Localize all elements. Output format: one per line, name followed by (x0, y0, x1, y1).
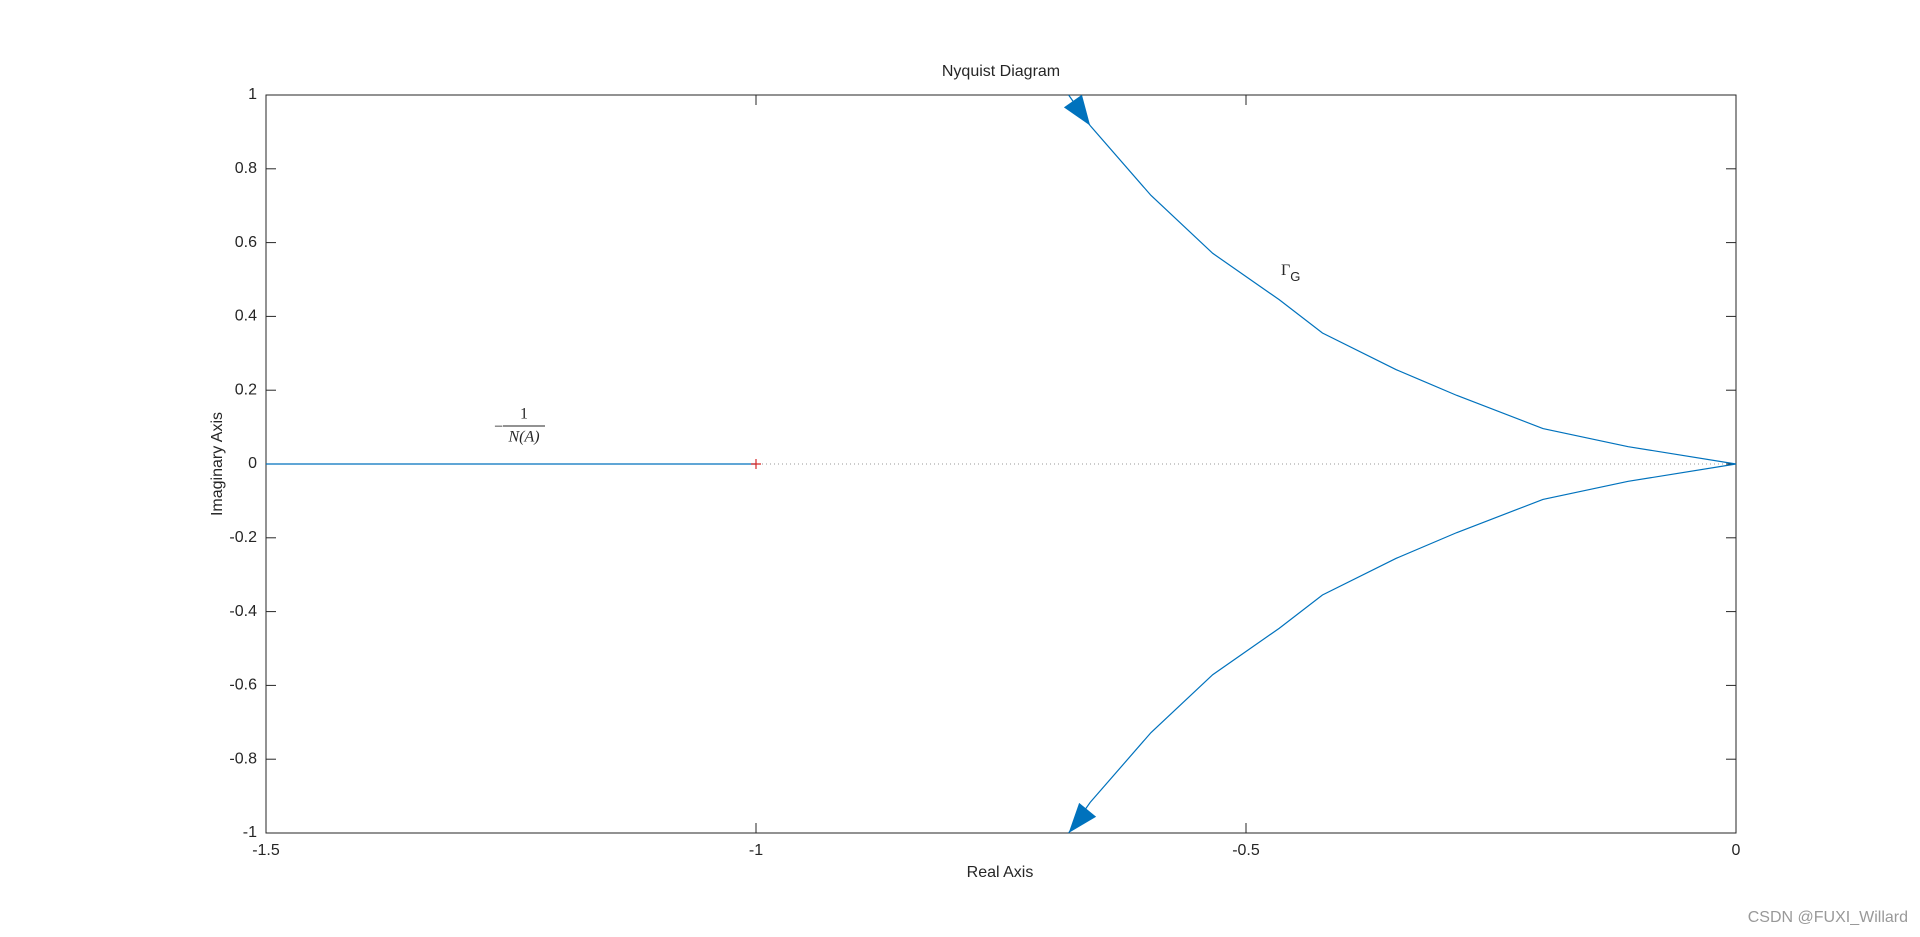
y-tick-label: 0 (248, 455, 257, 472)
y-tick-label: -0.2 (229, 529, 257, 546)
gamma-subscript: G (1290, 269, 1300, 284)
chart-title: Nyquist Diagram (942, 63, 1060, 80)
y-axis-label: Imaginary Axis (209, 412, 226, 516)
annotation-numerator: 1 (520, 406, 528, 423)
x-tick-label: 0 (1732, 842, 1741, 859)
y-tick-label: 0.4 (235, 308, 257, 325)
y-tick-label: -0.8 (229, 750, 257, 767)
describing-function-annotation: − 1 N(A) (494, 406, 545, 446)
x-tick-label: -1.5 (252, 842, 280, 859)
y-tick-label: 0.8 (235, 160, 257, 177)
x-tick-label: -1 (749, 842, 763, 859)
x-tick-label: -0.5 (1232, 842, 1260, 859)
y-tick-label: -0.4 (229, 603, 257, 620)
curve (1068, 94, 1737, 834)
gamma-symbol: Γ (1281, 262, 1290, 279)
gamma-annotation: ΓG (1281, 262, 1300, 285)
annotation-denominator: N(A) (507, 429, 539, 446)
y-tick-label: 1 (248, 86, 257, 103)
x-axis-label: Real Axis (967, 864, 1034, 881)
y-tick-label: 0.2 (235, 381, 257, 398)
annotation-sign: − (494, 419, 503, 436)
y-tick-label: -0.6 (229, 677, 257, 694)
direction-arrow (1063, 94, 1091, 126)
watermark: CSDN @FUXI_Willard (1748, 909, 1908, 926)
marker (751, 459, 761, 469)
y-tick-label: -1 (243, 824, 257, 841)
direction-arrow (1068, 802, 1097, 833)
y-tick-label: 0.6 (235, 234, 257, 251)
